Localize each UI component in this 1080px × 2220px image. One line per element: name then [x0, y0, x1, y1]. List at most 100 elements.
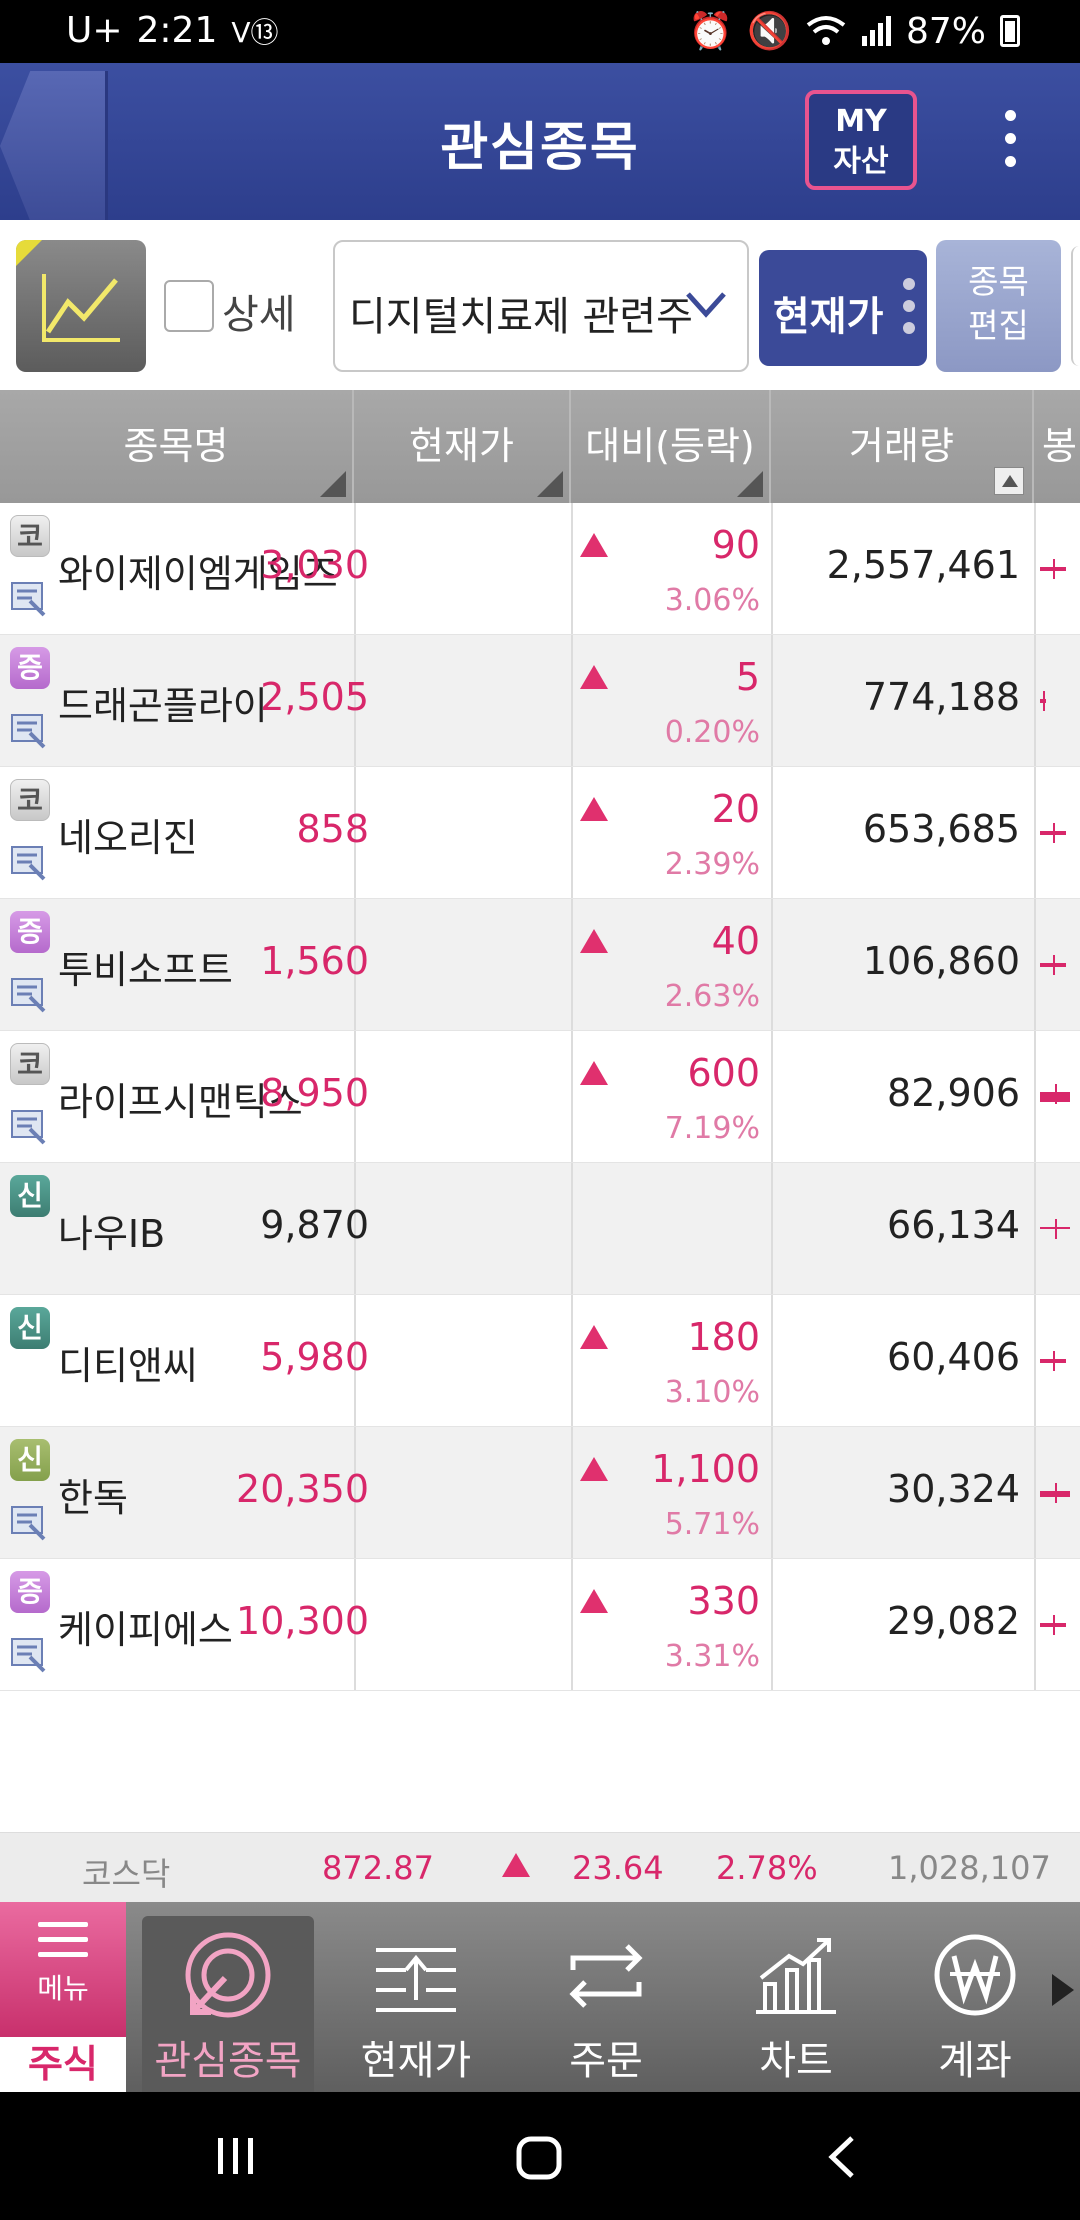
- order-icon: [569, 1944, 643, 2008]
- candle-icon: [1040, 955, 1066, 975]
- up-arrow-icon: [580, 797, 608, 821]
- chart-icon: [756, 1938, 836, 2014]
- stock-name: 한독: [58, 1476, 128, 1520]
- side-panel-edge[interactable]: [1071, 246, 1080, 366]
- index-change: 23.64: [572, 1849, 664, 1887]
- back-nav-icon[interactable]: [826, 2134, 856, 2180]
- edit-line2: 편집: [968, 306, 1029, 345]
- current-price-icon: [376, 1948, 456, 2012]
- volume: 29,082: [887, 1599, 1020, 1643]
- current-price: 9,870: [260, 1203, 369, 1247]
- recent-apps-icon[interactable]: [214, 2136, 258, 2176]
- change-rate: 3.31%: [664, 1639, 760, 1674]
- up-arrow-icon: [580, 665, 608, 689]
- menu-label: 메뉴: [37, 1972, 89, 2005]
- index-value: 872.87: [322, 1849, 434, 1887]
- stock-name: 케이피에스: [58, 1608, 233, 1652]
- home-icon[interactable]: [516, 2136, 562, 2180]
- col-header-volume[interactable]: 거래량: [771, 390, 1034, 503]
- page-title: 관심종목: [440, 118, 640, 178]
- stock-category-tab[interactable]: 주식: [0, 2037, 126, 2092]
- market-badge: 코: [10, 515, 50, 557]
- current-price: 8,950: [260, 1071, 369, 1115]
- nav-order[interactable]: 주문: [520, 1916, 692, 2092]
- nav-next-arrow-icon[interactable]: [1052, 1974, 1074, 2006]
- won-account-icon: [934, 1934, 1016, 2016]
- market-badge: 신: [10, 1307, 50, 1349]
- group-name: 디지털치료제 관련주: [349, 294, 693, 340]
- col-header-candle[interactable]: 봉: [1042, 424, 1077, 468]
- watchlist-toolbar: 상세 디지털치료제 관련주 현재가 종목 편집: [0, 220, 1080, 390]
- chart-toggle-button[interactable]: [16, 240, 146, 372]
- market-badge: 증: [10, 647, 50, 689]
- table-row[interactable]: 증 케이피에스 10,300 330 3.31% 29,082: [0, 1559, 1080, 1691]
- volume: 106,860: [862, 939, 1020, 983]
- col-header-change[interactable]: 대비(등락): [571, 390, 771, 503]
- price-change: 40: [711, 919, 760, 963]
- watch-group-select[interactable]: 디지털치료제 관련주: [333, 240, 749, 372]
- stock-name: 나우IB: [58, 1212, 166, 1256]
- change-rate: 5.71%: [664, 1507, 760, 1542]
- table-row[interactable]: 증 투비소프트 1,560 40 2.63% 106,860: [0, 899, 1080, 1031]
- table-row[interactable]: 신 나우IB 9,870 66,134: [0, 1163, 1080, 1295]
- candle-icon: [1040, 1084, 1070, 1104]
- menu-button[interactable]: 메뉴: [0, 1902, 126, 2037]
- volume: 66,134: [887, 1203, 1020, 1247]
- nav-current-price[interactable]: 현재가: [330, 1916, 502, 2092]
- current-price: 1,560: [260, 939, 369, 983]
- price-change: 180: [687, 1315, 760, 1359]
- hamburger-icon: [38, 1922, 88, 1957]
- change-rate: 3.10%: [664, 1375, 760, 1410]
- nav-label: 차트: [759, 2038, 833, 2084]
- volume: 653,685: [862, 807, 1020, 851]
- volume: 60,406: [887, 1335, 1020, 1379]
- news-icon: [11, 1506, 46, 1541]
- nav-account[interactable]: 계좌: [900, 1916, 1050, 2092]
- nav-interest-stocks[interactable]: 관심종목: [142, 1916, 314, 2092]
- table-row[interactable]: 코 라이프시맨틱스 8,950 600 7.19% 82,906: [0, 1031, 1080, 1163]
- table-row[interactable]: 신 한독 20,350 1,100 5.71% 30,324: [0, 1427, 1080, 1559]
- col-header-price[interactable]: 현재가: [354, 390, 571, 503]
- sort-up-icon: [994, 467, 1024, 495]
- current-price: 858: [296, 807, 369, 851]
- my-assets-button[interactable]: MY 자산: [805, 90, 917, 190]
- news-icon: [11, 714, 46, 749]
- app-header: 관심종목 MY 자산: [0, 63, 1080, 221]
- current-price: 20,350: [236, 1467, 369, 1511]
- candle-icon: [1040, 823, 1066, 843]
- up-arrow-icon: [580, 1325, 608, 1349]
- up-arrow-icon: [580, 1589, 608, 1613]
- current-price: 10,300: [236, 1599, 369, 1643]
- price-change: 90: [711, 523, 760, 567]
- news-icon: [11, 846, 46, 881]
- market-index-ticker[interactable]: 코스닥 872.87 23.64 2.78% 1,028,107: [0, 1832, 1080, 1902]
- change-rate: 7.19%: [664, 1111, 760, 1146]
- stock-name: 네오리진: [58, 816, 198, 860]
- candle-icon: [1040, 559, 1066, 579]
- options-dots-icon: [903, 278, 915, 344]
- edit-stocks-button[interactable]: 종목 편집: [936, 240, 1061, 372]
- col-header-name[interactable]: 종목명: [0, 390, 354, 503]
- price-change: 20: [711, 787, 760, 831]
- up-arrow-icon: [580, 1457, 608, 1481]
- current-price-view-button[interactable]: 현재가: [759, 250, 927, 366]
- current-price-view-label: 현재가: [773, 294, 884, 340]
- table-row[interactable]: 신 디티앤씨 5,980 180 3.10% 60,406: [0, 1295, 1080, 1427]
- price-change: 5: [735, 655, 760, 699]
- table-row[interactable]: 증 드래곤플라이 2,505 5 0.20% 774,188: [0, 635, 1080, 767]
- battery-icon: [1000, 15, 1020, 47]
- table-row[interactable]: 코 와이제이엠게임즈 3,030 90 3.06% 2,557,461: [0, 503, 1080, 635]
- more-menu-icon[interactable]: [990, 103, 1030, 183]
- detail-checkbox[interactable]: [164, 280, 214, 332]
- candle-icon: [1040, 1483, 1070, 1503]
- bottom-navigation: 메뉴 주식 관심종목 현재가 주문 차트 계좌: [0, 1902, 1080, 2092]
- stock-name: 디티앤씨: [58, 1344, 198, 1388]
- market-badge: 코: [10, 1043, 50, 1085]
- table-row[interactable]: 코 네오리진 858 20 2.39% 653,685: [0, 767, 1080, 899]
- volume: 2,557,461: [826, 543, 1020, 587]
- nav-chart[interactable]: 차트: [710, 1916, 882, 2092]
- index-name: 코스닥: [82, 1855, 171, 1893]
- up-arrow-icon: [502, 1853, 530, 1877]
- candle-icon: [1040, 1219, 1070, 1239]
- current-price: 5,980: [260, 1335, 369, 1379]
